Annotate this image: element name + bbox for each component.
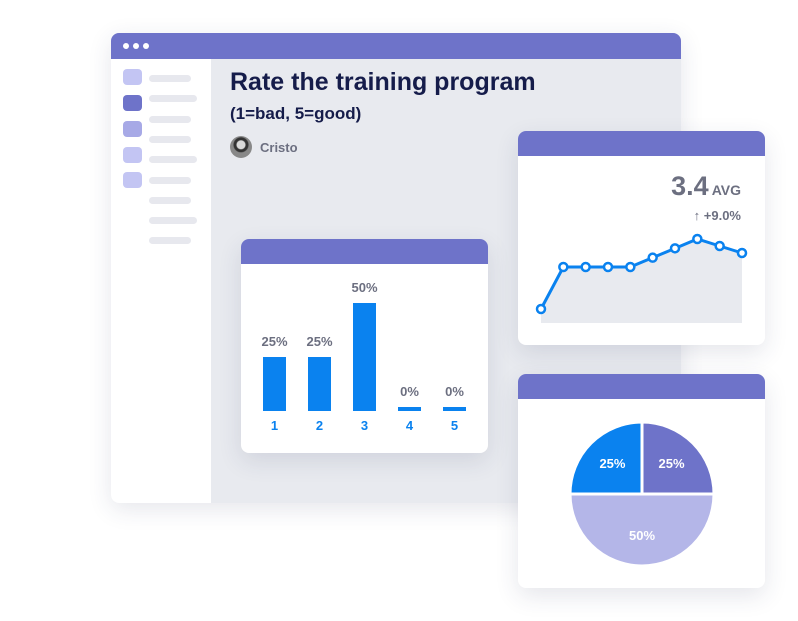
line-chart (535, 233, 748, 323)
bar-value-label: 50% (351, 280, 378, 295)
avatar[interactable] (230, 136, 252, 158)
sidebar-item-placeholder[interactable] (149, 156, 197, 163)
sidebar-item-placeholder[interactable] (149, 75, 191, 82)
data-point[interactable] (669, 243, 681, 254)
bar-3[interactable] (353, 303, 376, 411)
card-header (518, 131, 765, 156)
sidebar-item-icon[interactable] (123, 121, 142, 137)
bar-category-label: 2 (315, 418, 324, 433)
data-point[interactable] (625, 261, 636, 273)
sidebar-item-placeholder[interactable] (149, 237, 191, 244)
pie-slice-label: 25% (658, 456, 685, 472)
average-value: 3.4 AVG (671, 171, 741, 202)
bar-category-label: 5 (450, 418, 459, 433)
pie-slice[interactable] (568, 420, 644, 496)
card-header (241, 239, 488, 264)
sidebar-item-icon[interactable] (123, 147, 142, 163)
sidebar-item-placeholder[interactable] (149, 217, 197, 224)
bar-5[interactable] (443, 407, 466, 411)
page-subtitle: (1=bad, 5=good) (230, 104, 362, 123)
data-point[interactable] (535, 303, 547, 315)
bar-1[interactable] (263, 357, 286, 411)
data-point[interactable] (602, 261, 614, 273)
data-point[interactable] (736, 247, 748, 259)
pie-slice-label: 25% (599, 456, 626, 472)
author-name[interactable]: Cristo (260, 140, 298, 155)
window-dot-icon[interactable] (133, 43, 139, 49)
pie-slice[interactable] (568, 492, 716, 568)
window-dot-icon[interactable] (143, 43, 149, 49)
average-change: ↑ +9.0% (693, 208, 741, 223)
window-dot-icon[interactable] (123, 43, 129, 49)
page-title: Rate the training program (230, 68, 536, 96)
bar-2[interactable] (308, 357, 331, 411)
bar-value-label: 25% (306, 334, 333, 349)
data-point[interactable] (580, 261, 591, 273)
pie-slice[interactable] (640, 420, 716, 496)
pie-chart (568, 420, 716, 568)
line-area (541, 239, 742, 323)
data-point[interactable] (692, 233, 703, 245)
average-card: 3.4 AVG ↑ +9.0% (518, 131, 765, 345)
sidebar-item-placeholder[interactable] (149, 136, 191, 143)
sidebar-item-placeholder[interactable] (149, 95, 197, 102)
data-point[interactable] (558, 261, 569, 273)
sidebar-item-icon[interactable] (123, 69, 142, 85)
bar-chart-card: 25% 1 25% 2 50% 3 0% 4 0% 5 (241, 239, 488, 453)
card-header (518, 374, 765, 399)
data-point[interactable] (714, 240, 725, 252)
sidebar-item-placeholder[interactable] (149, 197, 191, 204)
bar-value-label: 25% (261, 334, 288, 349)
sidebar-item-icon[interactable] (123, 172, 142, 188)
bar-category-label: 3 (360, 418, 369, 433)
sidebar (111, 59, 211, 503)
window-titlebar (111, 33, 681, 59)
sidebar-item-placeholder[interactable] (149, 116, 191, 123)
data-point[interactable] (647, 252, 658, 263)
bar-category-label: 1 (270, 418, 279, 433)
average-number: 3.4 (671, 171, 709, 201)
sidebar-item-placeholder[interactable] (149, 177, 191, 184)
series-line (539, 237, 743, 310)
bar-value-label: 0% (400, 384, 419, 399)
pie-chart-card: 25% 25% 50% (518, 374, 765, 588)
bar-value-label: 0% (445, 384, 464, 399)
bar-category-label: 4 (405, 418, 414, 433)
sidebar-item-icon[interactable] (123, 95, 142, 111)
bar-4[interactable] (398, 407, 421, 411)
average-unit: AVG (711, 182, 741, 198)
pie-slice-label: 50% (628, 527, 656, 543)
